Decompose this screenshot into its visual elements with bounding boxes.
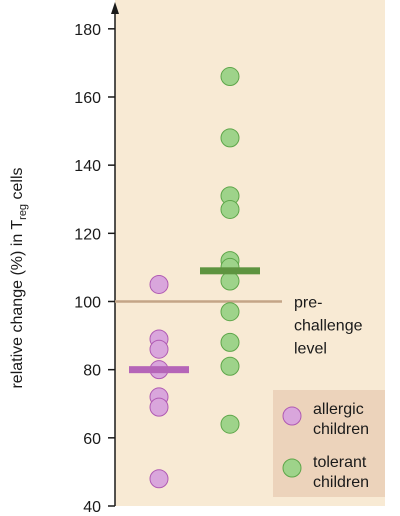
y-tick-label: 140	[74, 158, 101, 175]
y-tick-label: 180	[74, 22, 101, 39]
legend-label: allergic children	[313, 401, 369, 438]
y-tick-label: 60	[83, 431, 101, 448]
reference-line-group: pre-challenge level	[115, 294, 363, 357]
y-tick-label: 120	[74, 226, 101, 243]
data-point	[220, 414, 240, 434]
y-axis-label-suffix: cells	[9, 167, 26, 203]
data-points	[129, 67, 260, 489]
legend-label-line: tolerant	[313, 454, 367, 471]
legend: allergic children tolerant children	[273, 390, 385, 497]
data-point	[220, 302, 240, 322]
data-point	[220, 67, 240, 87]
legend-label-line: allergic	[313, 401, 364, 418]
y-axis: 40 60 80 100 120 140 160 180	[74, 2, 119, 516]
y-axis-arrow	[111, 2, 119, 14]
legend-marker	[282, 458, 302, 478]
mean-bar	[129, 366, 189, 374]
legend-label: tolerant children	[313, 454, 369, 491]
data-point	[149, 397, 169, 417]
data-point	[149, 469, 169, 489]
data-point	[220, 128, 240, 148]
y-axis-label-prefix: relative change (%) in T	[9, 220, 26, 389]
data-point	[220, 332, 240, 352]
y-tick-label: 80	[83, 363, 101, 380]
y-axis-label-subscript: reg	[17, 204, 29, 220]
data-point	[220, 356, 240, 376]
y-tick-label: 100	[74, 294, 101, 311]
reference-line-label-line: challenge	[294, 317, 363, 334]
mean-bar	[200, 267, 260, 275]
reference-line-label-line: level	[294, 340, 327, 357]
y-tick-label: 160	[74, 90, 101, 107]
legend-label-line: children	[313, 421, 369, 438]
legend-label-line: children	[313, 474, 369, 491]
data-point	[220, 271, 240, 291]
data-point	[149, 274, 169, 294]
data-point	[220, 199, 240, 219]
data-point	[149, 339, 169, 359]
legend-marker	[282, 406, 302, 426]
y-tick-label: 40	[83, 499, 101, 516]
reference-line-label-line: pre-	[294, 294, 322, 311]
reference-line-label: pre-challenge level	[294, 294, 363, 357]
y-axis-label: relative change (%) in Treg cells	[9, 167, 29, 388]
